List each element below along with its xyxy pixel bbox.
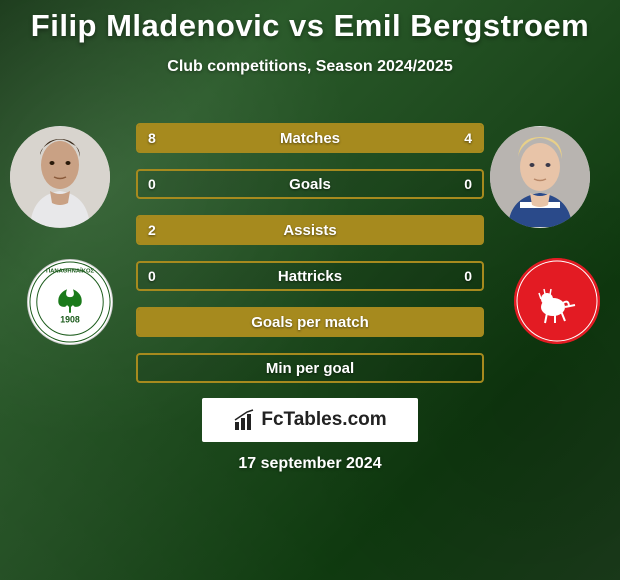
stat-label: Matches	[280, 130, 340, 147]
brand-icon	[233, 408, 257, 432]
player-left-avatar	[10, 126, 110, 228]
player-right-portrait	[490, 126, 590, 228]
stat-value-right: 0	[464, 176, 472, 192]
stat-row: Goals per match	[136, 307, 484, 337]
svg-text:ΠANAΘHNAΪKOΣ: ΠANAΘHNAΪKOΣ	[46, 268, 95, 275]
stat-row: 0 0 Hattricks	[136, 261, 484, 291]
svg-text:1908: 1908	[60, 315, 80, 325]
player-right-avatar	[490, 126, 590, 228]
club-right-badge	[514, 258, 600, 344]
page-subtitle: Club competitions, Season 2024/2025	[0, 58, 620, 76]
stat-value-left: 0	[148, 176, 156, 192]
stat-value-left: 8	[148, 130, 156, 146]
player-left-portrait	[10, 126, 110, 228]
stat-value-right: 0	[464, 268, 472, 284]
brand-text: FcTables.com	[261, 409, 386, 431]
stat-label: Min per goal	[266, 360, 354, 377]
stat-value-left: 2	[148, 222, 156, 238]
stat-row: 0 0 Goals	[136, 169, 484, 199]
stat-row: 8 4 Matches	[136, 123, 484, 153]
club-right-logo	[514, 258, 600, 344]
comparison-container: Filip Mladenovic vs Emil Bergstroem Club…	[0, 0, 620, 580]
stat-row: 2 Assists	[136, 215, 484, 245]
club-left-logo: 1908 ΠANAΘHNAΪKOΣ	[28, 259, 112, 345]
brand-badge: FcTables.com	[202, 398, 418, 442]
stat-row: Min per goal	[136, 353, 484, 383]
club-left-badge: 1908 ΠANAΘHNAΪKOΣ	[27, 259, 113, 345]
stat-label: Goals per match	[251, 314, 369, 331]
stat-label: Assists	[283, 222, 336, 239]
stat-label: Goals	[289, 176, 331, 193]
stats-panel: 8 4 Matches 0 0 Goals 2 Assists 0 0 Hattricks Goals…	[136, 123, 484, 399]
footer-date: 17 september 2024	[0, 455, 620, 473]
stat-value-left: 0	[148, 268, 156, 284]
page-title: Filip Mladenovic vs Emil Bergstroem	[0, 0, 620, 44]
stat-label: Hattricks	[278, 268, 342, 285]
stat-value-right: 4	[464, 130, 472, 146]
